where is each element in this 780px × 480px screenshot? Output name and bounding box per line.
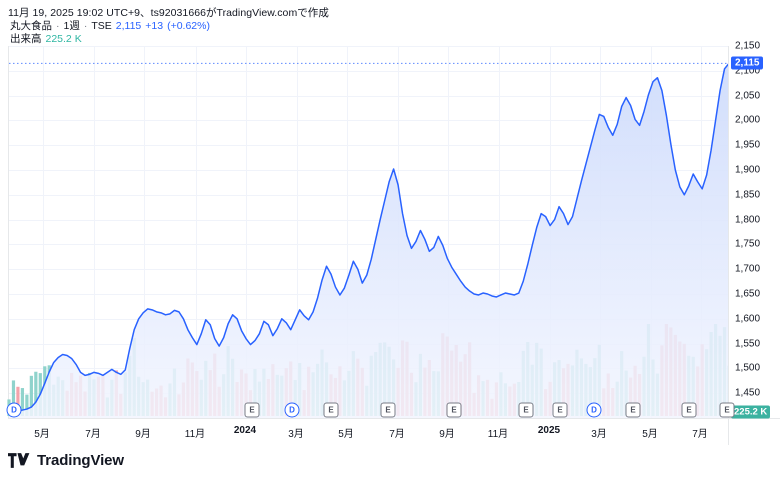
gridline-horizontal: [9, 194, 729, 196]
gridline-vertical: [246, 46, 247, 418]
volume-bar: [25, 394, 29, 416]
gridline-vertical: [196, 46, 197, 418]
price-axis-tick: 1,750: [735, 238, 761, 250]
gridline-vertical: [43, 46, 44, 418]
gridline-horizontal: [9, 145, 729, 147]
legend-volume-row: 出来高 225.2 K: [10, 33, 210, 46]
legend-volume-value: 225.2 K: [45, 33, 82, 45]
gridline-vertical: [144, 46, 145, 418]
legend-change: +13: [145, 20, 164, 32]
legend-change-percent: (+0.62%): [167, 20, 210, 32]
time-axis-tick: 2024: [233, 425, 257, 436]
time-axis-tick: 7月: [692, 429, 708, 440]
volume-bar: [20, 388, 25, 416]
chart-legend: 丸大食品 · 1週 · TSE 2,115 +13 (+0.62%) 出来高 2…: [10, 20, 210, 46]
legend-interval[interactable]: 1週: [63, 20, 80, 32]
dividend-marker[interactable]: D: [284, 402, 300, 418]
time-axis-tick: 7月: [389, 429, 405, 440]
gridline-vertical: [297, 46, 298, 418]
gridline-vertical: [347, 46, 348, 418]
price-axis-tick: 1,850: [735, 189, 761, 201]
time-axis-tick: 3月: [591, 429, 607, 440]
earnings-marker[interactable]: E: [446, 402, 462, 418]
gridline-horizontal: [9, 244, 729, 246]
gridline-horizontal: [9, 46, 729, 47]
legend-volume-label: 出来高: [10, 33, 42, 45]
earnings-marker[interactable]: E: [518, 402, 534, 418]
tradingview-logo-icon: [8, 453, 30, 468]
price-axis[interactable]: 2,150 2,100 2,050 2,000 1,950 1,900 1,850 1,800…: [728, 41, 780, 424]
volume-bar: [34, 371, 38, 416]
earnings-marker[interactable]: E: [625, 402, 641, 418]
legend-symbol-row: 丸大食品 · 1週 · TSE 2,115 +13 (+0.62%): [10, 20, 210, 33]
price-axis-tick: 1,800: [735, 214, 761, 226]
price-axis-tick: 1,600: [735, 313, 761, 325]
last-price-badge: 2,115: [731, 56, 764, 70]
price-axis-tick: 1,550: [735, 338, 761, 350]
time-axis[interactable]: 5月 7月 9月 11月 2024 3月 5月 7月 9月 11月 2025 3月 5月 7月: [8, 418, 728, 445]
time-axis-tick: 11月: [184, 429, 206, 440]
price-axis-tick: 2,000: [735, 114, 761, 126]
gridline-vertical: [94, 46, 95, 418]
price-area-series: [8, 62, 730, 419]
price-axis-tick: 1,900: [735, 164, 761, 176]
gridline-horizontal: [9, 219, 729, 221]
price-axis-tick: 2,150: [735, 40, 761, 52]
time-axis-tick: 5月: [34, 429, 50, 440]
earnings-marker[interactable]: E: [380, 402, 396, 418]
price-area-fill: [9, 63, 729, 419]
volume-bar: [29, 375, 33, 416]
earnings-marker[interactable]: E: [244, 402, 260, 418]
earnings-marker[interactable]: E: [719, 402, 735, 418]
price-axis-tick: 2,100: [735, 65, 761, 77]
earnings-marker[interactable]: E: [323, 402, 339, 418]
gridline-vertical: [448, 46, 449, 418]
time-axis-tick: 5月: [642, 429, 658, 440]
dividend-marker[interactable]: D: [586, 402, 602, 418]
legend-separator-2: ·: [83, 20, 88, 32]
time-axis-tick: 3月: [288, 429, 304, 440]
legend-separator-1: ·: [56, 20, 60, 32]
time-axis-tick: 11月: [487, 429, 509, 440]
time-axis-tick: 9月: [439, 429, 455, 440]
time-axis-tick: 2025: [537, 425, 561, 436]
price-line: [8, 62, 730, 413]
dividend-marker[interactable]: D: [6, 402, 22, 418]
gridline-horizontal: [9, 120, 729, 122]
price-axis-tick: 1,700: [735, 263, 761, 275]
gridline-horizontal: [9, 95, 729, 97]
price-axis-tick: 1,950: [735, 139, 761, 151]
gridline-horizontal: [9, 170, 729, 171]
time-axis-tick: 7月: [85, 429, 101, 440]
price-axis-tick: 1,650: [735, 288, 761, 300]
price-axis-tick: 2,050: [735, 90, 761, 102]
legend-exchange: TSE: [91, 20, 112, 32]
gridline-horizontal: [9, 70, 729, 72]
volume-bar: [11, 380, 16, 416]
price-axis-tick: 1,500: [735, 362, 761, 374]
attribution-text: 11月 19, 2025 19:02 UTC+9、ts92031666がTrad…: [8, 7, 329, 19]
volume-bar: [16, 386, 20, 416]
legend-last-price: 2,115: [115, 20, 142, 32]
volume-value-badge: 225.2 K: [731, 405, 771, 419]
earnings-marker[interactable]: E: [552, 402, 568, 418]
axis-corner: [728, 418, 780, 445]
legend-symbol[interactable]: 丸大食品: [10, 20, 52, 32]
time-axis-tick: 5月: [338, 429, 354, 440]
earnings-marker[interactable]: E: [681, 402, 697, 418]
price-axis-tick: 1,450: [735, 387, 761, 399]
time-axis-tick: 9月: [135, 429, 151, 440]
tradingview-logo-text: TradingView: [37, 452, 124, 469]
gridline-vertical: [499, 46, 500, 418]
tradingview-logo[interactable]: TradingView: [8, 452, 124, 469]
